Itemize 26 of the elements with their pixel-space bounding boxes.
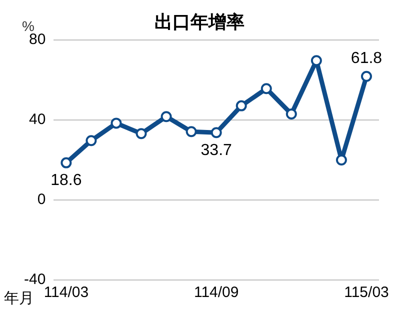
data-label: 18.6 <box>50 172 82 190</box>
point <box>186 126 197 138</box>
point <box>336 154 347 166</box>
point <box>110 118 122 129</box>
point <box>160 111 172 122</box>
point <box>310 55 322 66</box>
point <box>60 157 72 168</box>
x-axis-title: 年月 <box>4 289 34 308</box>
y-tick-label: 40 <box>28 111 46 128</box>
point <box>236 100 247 112</box>
chart-title: 出口年增率 <box>154 12 244 32</box>
y-axis-title: % <box>22 18 34 34</box>
point <box>210 127 222 138</box>
y-tick-label: -40 <box>24 271 46 288</box>
point <box>360 70 372 82</box>
x-tick-label: 115/03 <box>344 284 389 302</box>
point <box>260 83 272 94</box>
data-label: 33.7 <box>200 142 232 160</box>
x-tick-label: 114/03 <box>44 284 89 302</box>
data-label: 61.8 <box>350 50 382 67</box>
point <box>136 128 147 140</box>
x-tick-label: 114/09 <box>194 284 239 302</box>
point <box>86 135 97 146</box>
point <box>286 108 297 120</box>
y-tick-label: 0 <box>37 191 46 208</box>
y-tick-label: 80 <box>28 31 46 48</box>
